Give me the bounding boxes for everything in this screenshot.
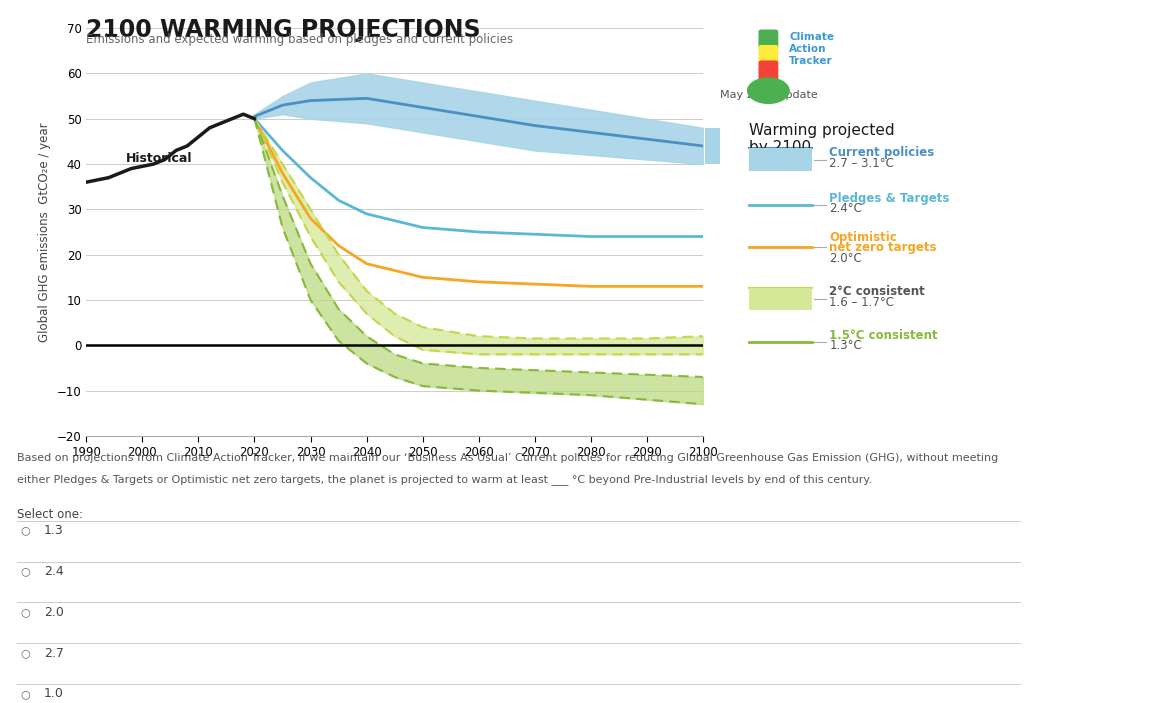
Text: either Pledges & Targets or Optimistic net zero targets, the planet is projected: either Pledges & Targets or Optimistic n… bbox=[17, 475, 872, 486]
Text: 2.7 – 3.1°C: 2.7 – 3.1°C bbox=[829, 157, 894, 169]
Text: 2.0: 2.0 bbox=[44, 606, 63, 619]
Text: ○: ○ bbox=[21, 567, 30, 576]
Text: 2.0°C: 2.0°C bbox=[829, 252, 862, 265]
Text: 1.3°C: 1.3°C bbox=[829, 340, 862, 352]
Y-axis label: Global GHG emissions  GtCO₂e / year: Global GHG emissions GtCO₂e / year bbox=[38, 122, 51, 342]
Text: Climate
Action
Tracker: Climate Action Tracker bbox=[789, 32, 834, 67]
Text: 1.0: 1.0 bbox=[44, 688, 63, 700]
Text: Current policies: Current policies bbox=[829, 146, 934, 159]
Text: Emissions and expected warming based on pledges and current policies: Emissions and expected warming based on … bbox=[86, 33, 514, 46]
Text: 2°C consistent: 2°C consistent bbox=[829, 285, 925, 298]
Text: Based on projections from Climate Action Tracker, if we maintain our ‘Business A: Based on projections from Climate Action… bbox=[17, 453, 999, 463]
Text: ○: ○ bbox=[21, 607, 30, 617]
Text: Pledges & Targets: Pledges & Targets bbox=[829, 192, 949, 205]
Text: Optimistic: Optimistic bbox=[829, 231, 897, 244]
Text: 2.4: 2.4 bbox=[44, 565, 63, 578]
Text: ○: ○ bbox=[21, 648, 30, 658]
Text: ○: ○ bbox=[21, 526, 30, 536]
Text: net zero targets: net zero targets bbox=[829, 241, 937, 254]
Text: 1.3: 1.3 bbox=[44, 524, 63, 537]
Text: 1.5°C consistent: 1.5°C consistent bbox=[829, 329, 938, 342]
Text: 1.6 – 1.7°C: 1.6 – 1.7°C bbox=[829, 296, 894, 309]
Text: 2.4°C: 2.4°C bbox=[829, 202, 863, 215]
Text: 2.7: 2.7 bbox=[44, 647, 63, 659]
Text: 2100 WARMING PROJECTIONS: 2100 WARMING PROJECTIONS bbox=[86, 18, 482, 41]
Text: Select one:: Select one: bbox=[17, 508, 83, 521]
Text: Historical: Historical bbox=[126, 152, 192, 165]
Text: Warming projected
by 2100: Warming projected by 2100 bbox=[749, 123, 894, 155]
Text: ○: ○ bbox=[21, 689, 30, 699]
Text: May 2021 update: May 2021 update bbox=[720, 90, 817, 100]
